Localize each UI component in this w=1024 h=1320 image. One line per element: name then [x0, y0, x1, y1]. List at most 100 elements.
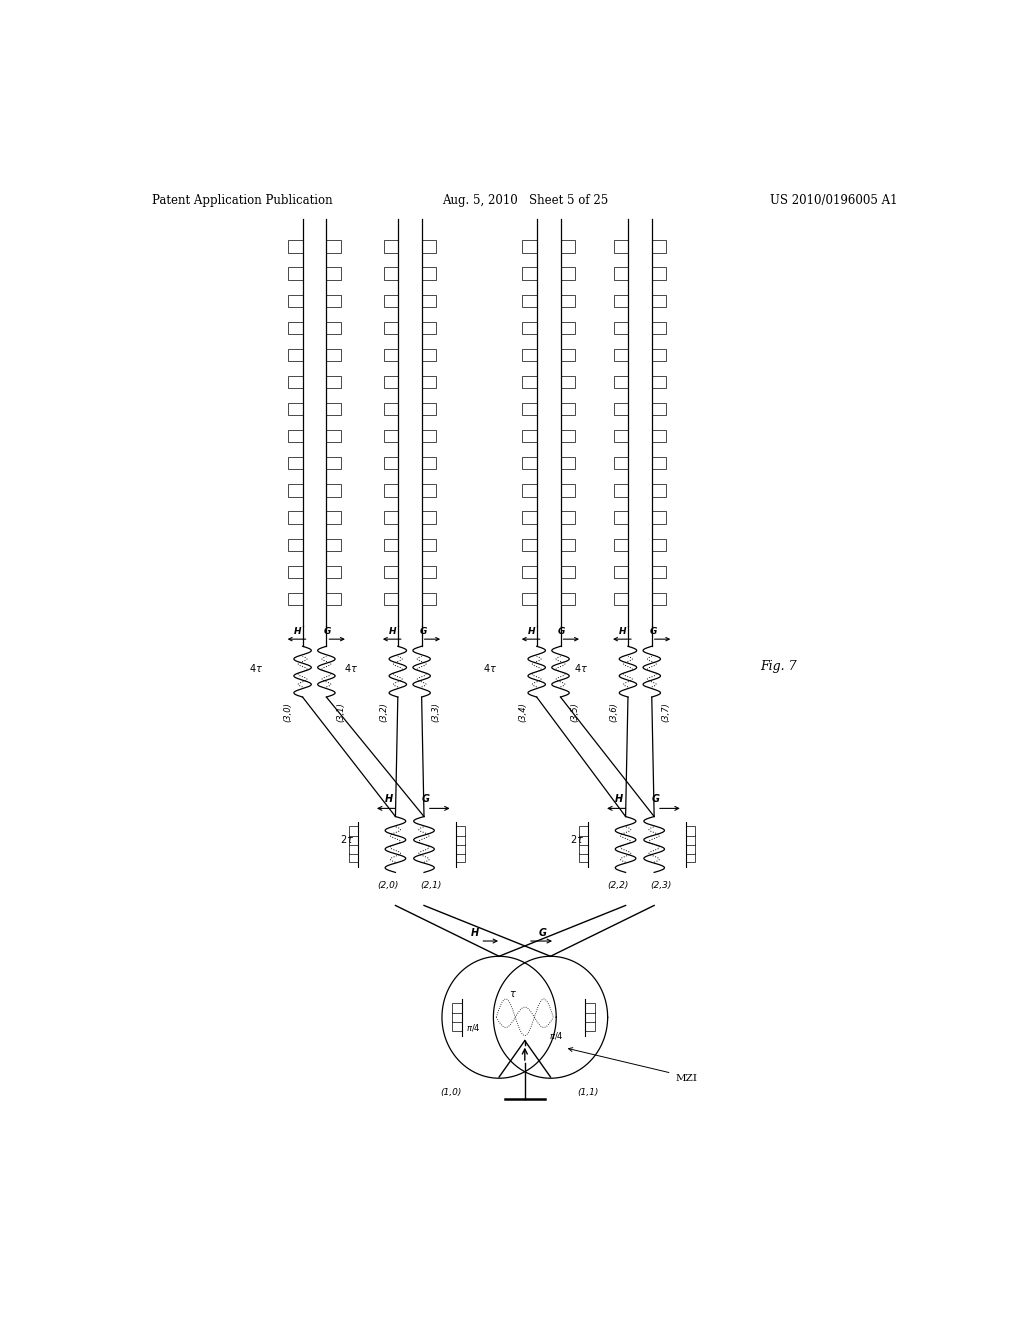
- Text: H: H: [528, 627, 536, 636]
- Bar: [613, 430, 628, 442]
- Bar: [522, 294, 537, 306]
- Text: $\pi/4$: $\pi/4$: [467, 1022, 481, 1034]
- Text: H: H: [471, 928, 479, 939]
- Text: $4\tau$: $4\tau$: [574, 661, 588, 673]
- Bar: [327, 348, 341, 360]
- Bar: [327, 322, 341, 334]
- Bar: [560, 593, 574, 605]
- Bar: [522, 539, 537, 550]
- Text: MZI: MZI: [676, 1073, 697, 1082]
- Bar: [289, 511, 303, 524]
- Bar: [652, 539, 666, 550]
- Bar: [327, 511, 341, 524]
- Bar: [384, 566, 397, 578]
- Bar: [613, 294, 628, 306]
- Bar: [289, 593, 303, 605]
- Text: (3,7): (3,7): [662, 702, 671, 722]
- Bar: [452, 1022, 462, 1031]
- Bar: [560, 348, 574, 360]
- Bar: [613, 403, 628, 416]
- Bar: [422, 322, 436, 334]
- Bar: [289, 240, 303, 252]
- Text: Aug. 5, 2010   Sheet 5 of 25: Aug. 5, 2010 Sheet 5 of 25: [441, 194, 608, 207]
- Bar: [289, 268, 303, 280]
- Bar: [452, 1003, 462, 1014]
- Bar: [652, 294, 666, 306]
- Bar: [348, 836, 358, 845]
- Text: H: H: [614, 795, 623, 804]
- Text: G: G: [419, 627, 427, 636]
- Text: H: H: [294, 627, 301, 636]
- Bar: [613, 376, 628, 388]
- Bar: [652, 457, 666, 470]
- Text: (3,0): (3,0): [284, 702, 293, 722]
- Bar: [348, 845, 358, 854]
- Text: (3,2): (3,2): [379, 702, 388, 722]
- Bar: [613, 268, 628, 280]
- Bar: [686, 853, 695, 862]
- Bar: [613, 511, 628, 524]
- Bar: [652, 484, 666, 496]
- Bar: [560, 376, 574, 388]
- Bar: [422, 294, 436, 306]
- Bar: [522, 348, 537, 360]
- Bar: [384, 322, 397, 334]
- Bar: [384, 539, 397, 550]
- Bar: [560, 294, 574, 306]
- Text: (3,1): (3,1): [336, 702, 345, 722]
- Bar: [613, 484, 628, 496]
- Text: (3,4): (3,4): [518, 702, 527, 722]
- Bar: [289, 348, 303, 360]
- Bar: [652, 430, 666, 442]
- Bar: [652, 322, 666, 334]
- Bar: [384, 376, 397, 388]
- Bar: [522, 457, 537, 470]
- Bar: [327, 294, 341, 306]
- Bar: [289, 376, 303, 388]
- Bar: [384, 348, 397, 360]
- Bar: [613, 240, 628, 252]
- Text: US 2010/0196005 A1: US 2010/0196005 A1: [770, 194, 898, 207]
- Bar: [422, 457, 436, 470]
- Bar: [289, 294, 303, 306]
- Text: Patent Application Publication: Patent Application Publication: [152, 194, 333, 207]
- Text: H: H: [384, 795, 392, 804]
- Bar: [522, 430, 537, 442]
- Bar: [652, 566, 666, 578]
- Text: (2,1): (2,1): [421, 880, 441, 890]
- Bar: [422, 539, 436, 550]
- Bar: [327, 403, 341, 416]
- Bar: [585, 1022, 595, 1031]
- Text: $2\tau$: $2\tau$: [570, 833, 585, 845]
- Text: Fig. 7: Fig. 7: [761, 660, 797, 673]
- Text: H: H: [620, 627, 627, 636]
- Bar: [652, 593, 666, 605]
- Bar: [560, 268, 574, 280]
- Bar: [579, 836, 588, 845]
- Bar: [327, 268, 341, 280]
- Bar: [422, 484, 436, 496]
- Bar: [327, 430, 341, 442]
- Bar: [384, 268, 397, 280]
- Bar: [522, 376, 537, 388]
- Bar: [384, 430, 397, 442]
- Bar: [560, 566, 574, 578]
- Text: (1,0): (1,0): [440, 1089, 461, 1097]
- Bar: [585, 1012, 595, 1022]
- Bar: [652, 240, 666, 252]
- Bar: [422, 376, 436, 388]
- Bar: [652, 376, 666, 388]
- Bar: [522, 322, 537, 334]
- Bar: [613, 593, 628, 605]
- Bar: [348, 853, 358, 862]
- Text: $4\tau$: $4\tau$: [344, 661, 358, 673]
- Bar: [289, 430, 303, 442]
- Text: $\pi/4$: $\pi/4$: [549, 1030, 563, 1041]
- Text: G: G: [421, 795, 429, 804]
- Bar: [560, 430, 574, 442]
- Bar: [522, 593, 537, 605]
- Bar: [560, 539, 574, 550]
- Bar: [560, 403, 574, 416]
- Bar: [522, 403, 537, 416]
- Bar: [585, 1003, 595, 1014]
